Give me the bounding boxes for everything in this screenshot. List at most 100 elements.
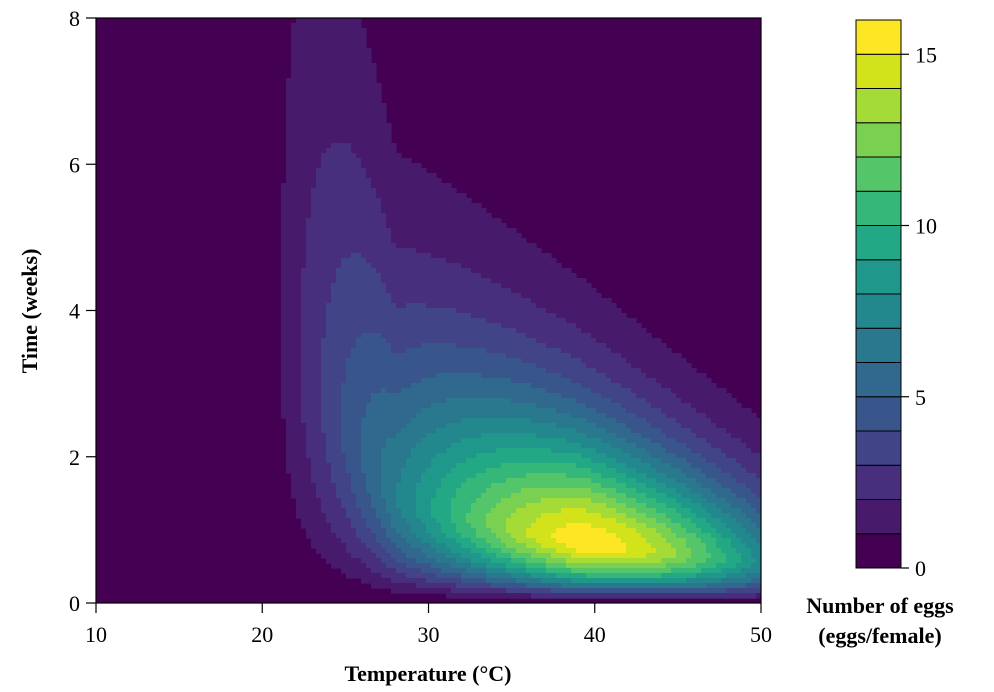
heatmap-cell — [501, 363, 507, 369]
heatmap-cell — [421, 198, 427, 204]
heatmap-cell — [391, 348, 397, 354]
heatmap-cell — [521, 263, 527, 269]
heatmap-cell — [406, 473, 412, 479]
heatmap-cell — [391, 378, 397, 384]
heatmap-cell — [306, 288, 312, 294]
heatmap-cell — [411, 238, 417, 244]
heatmap-cell — [316, 408, 322, 414]
heatmap-cell — [421, 223, 427, 229]
heatmap-cell — [326, 323, 332, 329]
heatmap-cell — [341, 398, 347, 404]
heatmap-cell — [326, 163, 332, 169]
heatmap-cell — [541, 278, 547, 284]
heatmap-cell — [401, 363, 407, 369]
heatmap-cell — [556, 308, 562, 314]
heatmap-cell — [451, 438, 457, 444]
heatmap-cell — [476, 218, 482, 224]
heatmap-cell — [431, 478, 437, 484]
heatmap-cell — [371, 183, 377, 189]
heatmap-cell — [496, 448, 502, 454]
heatmap-cell — [396, 283, 402, 289]
heatmap-cell — [461, 538, 467, 544]
heatmap-cell — [356, 248, 362, 254]
heatmap-cell — [316, 148, 322, 154]
heatmap-cell — [486, 433, 492, 439]
heatmap-cell — [406, 423, 412, 429]
heatmap-cell — [346, 308, 352, 314]
heatmap-cell — [286, 303, 292, 309]
heatmap-cell — [356, 363, 362, 369]
heatmap-cell — [291, 213, 297, 219]
heatmap-cell — [456, 428, 462, 434]
heatmap-cell — [296, 123, 302, 129]
heatmap-cell — [506, 538, 512, 544]
heatmap-cell — [321, 513, 327, 519]
heatmap-cell — [341, 308, 347, 314]
heatmap-cell — [551, 438, 557, 444]
heatmap-cell — [446, 353, 452, 359]
heatmap-cell — [321, 433, 327, 439]
heatmap-cell — [351, 153, 357, 159]
heatmap-cell — [286, 168, 292, 174]
heatmap-cell — [381, 543, 387, 549]
heatmap-cell — [441, 333, 447, 339]
heatmap-cell — [416, 548, 422, 554]
heatmap-cell — [306, 168, 312, 174]
heatmap-cell — [501, 293, 507, 299]
heatmap-cell — [486, 533, 492, 539]
heatmap-cell — [381, 533, 387, 539]
heatmap-cell — [351, 528, 357, 534]
heatmap-cell — [506, 563, 512, 569]
heatmap-cell — [331, 413, 337, 419]
heatmap-cell — [351, 238, 357, 244]
heatmap-cell — [336, 263, 342, 269]
heatmap-cell — [401, 298, 407, 304]
heatmap-cell — [361, 98, 367, 104]
heatmap-cell — [351, 58, 357, 64]
heatmap-cell — [291, 443, 297, 449]
heatmap-cell — [391, 418, 397, 424]
heatmap-cell — [286, 293, 292, 299]
heatmap-cell — [451, 193, 457, 199]
heatmap-cell — [381, 453, 387, 459]
heatmap-cell — [396, 233, 402, 239]
heatmap-cell — [301, 443, 307, 449]
heatmap-cell — [406, 158, 412, 164]
heatmap-cell — [321, 213, 327, 219]
heatmap-cell — [471, 288, 477, 294]
heatmap-cell — [286, 403, 292, 409]
heatmap-cell — [386, 533, 392, 539]
heatmap-cell — [361, 123, 367, 129]
heatmap-cell — [296, 483, 302, 489]
heatmap-cell — [396, 508, 402, 514]
heatmap-cell — [286, 438, 292, 444]
heatmap-cell — [521, 458, 527, 464]
heatmap-cell — [296, 103, 302, 109]
heatmap-cell — [371, 353, 377, 359]
heatmap-cell — [301, 43, 307, 49]
heatmap-cell — [366, 513, 372, 519]
heatmap-cell — [361, 418, 367, 424]
heatmap-cell — [546, 373, 552, 379]
heatmap-cell — [536, 293, 542, 299]
heatmap-cell — [346, 428, 352, 434]
heatmap-cell — [401, 553, 407, 559]
heatmap-cell — [306, 198, 312, 204]
heatmap-cell — [376, 563, 382, 569]
heatmap-cell — [416, 233, 422, 239]
heatmap-cell — [486, 593, 492, 599]
heatmap-cell — [321, 503, 327, 509]
heatmap-cell — [366, 528, 372, 534]
heatmap-cell — [411, 373, 417, 379]
heatmap-cell — [446, 393, 452, 399]
heatmap-cell — [516, 453, 522, 459]
heatmap-cell — [406, 243, 412, 249]
heatmap-cell — [301, 18, 307, 24]
heatmap-cell — [391, 308, 397, 314]
heatmap-cell — [396, 303, 402, 309]
heatmap-cell — [526, 403, 532, 409]
heatmap-cell — [396, 333, 402, 339]
heatmap-cell — [326, 73, 332, 79]
heatmap-cell — [336, 248, 342, 254]
heatmap-cell — [421, 423, 427, 429]
